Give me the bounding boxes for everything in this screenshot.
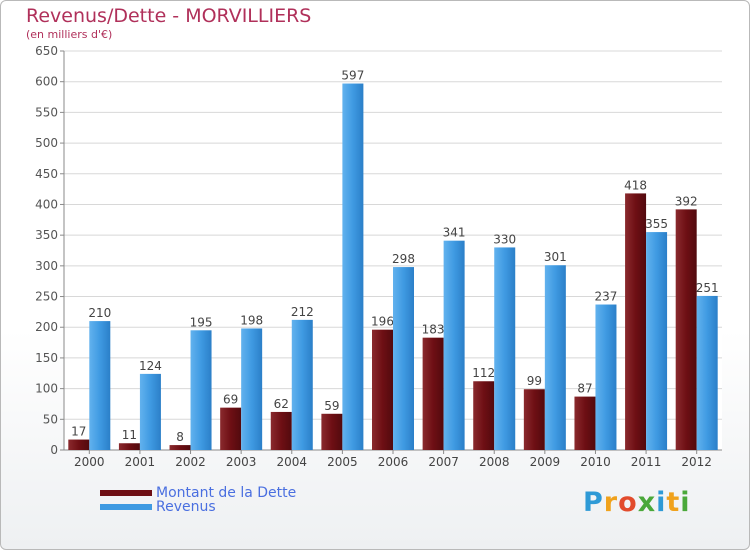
data-label-revenus-2000: 210	[88, 306, 111, 320]
logo-letter-6: i	[680, 487, 691, 518]
y-tick-label: 150	[35, 351, 58, 365]
data-label-revenus-2005: 597	[341, 69, 364, 83]
bar-revenus-2004	[291, 319, 313, 450]
bar-revenus-2002	[190, 330, 212, 450]
logo-letter-0: P	[583, 487, 604, 518]
data-label-revenus-2010: 237	[595, 290, 618, 304]
data-label-revenus-2012: 251	[696, 281, 719, 295]
x-tick-label: 2002	[175, 455, 206, 469]
y-tick-label: 300	[35, 259, 58, 273]
x-tick-label: 2009	[530, 455, 561, 469]
data-label-dette-2008: 112	[472, 366, 495, 380]
data-label-dette-2002: 8	[176, 430, 184, 444]
logo-letter-3: x	[637, 487, 657, 518]
y-tick-label: 500	[35, 136, 58, 150]
data-label-dette-2012: 392	[675, 194, 698, 208]
data-label-dette-2011: 418	[624, 178, 647, 192]
data-label-dette-2009: 99	[527, 374, 542, 388]
data-label-revenus-2002: 195	[190, 315, 213, 329]
bar-revenus-2010	[595, 304, 617, 450]
x-tick-label: 2007	[428, 455, 459, 469]
bar-revenus-2007	[443, 240, 465, 450]
data-label-revenus-2003: 198	[240, 313, 263, 327]
data-label-revenus-2008: 330	[493, 232, 516, 246]
bar-revenus-2006	[393, 267, 414, 450]
legend-label-dette: Montant de la Dette	[156, 485, 297, 501]
data-label-revenus-2001: 124	[139, 359, 162, 373]
data-label-revenus-2011: 355	[645, 217, 668, 231]
x-tick-label: 2005	[327, 455, 358, 469]
data-label-dette-2001: 11	[122, 428, 137, 442]
data-label-revenus-2004: 212	[291, 305, 314, 319]
bar-dette-2008	[473, 381, 495, 450]
legend-swatch-revenus	[100, 504, 152, 510]
y-tick-label: 450	[35, 167, 58, 181]
bar-revenus-2001	[139, 373, 161, 450]
x-tick-label: 2004	[276, 455, 307, 469]
y-tick-label: 100	[35, 382, 58, 396]
bar-dette-2001	[118, 443, 140, 450]
x-tick-label: 2006	[378, 455, 409, 469]
logo-letter-5: t	[666, 487, 681, 518]
logo-letter-2: o	[618, 487, 638, 518]
x-tick-label: 2011	[631, 455, 662, 469]
y-tick-label: 50	[43, 412, 58, 426]
x-tick-label: 2000	[74, 455, 105, 469]
proxiti-logo: Proxiti	[583, 487, 691, 518]
y-tick-label: 650	[35, 44, 58, 58]
y-tick-label: 400	[35, 197, 58, 211]
legend-label-revenus: Revenus	[156, 499, 216, 515]
bar-revenus-2005	[342, 83, 364, 450]
chart-title: Revenus/Dette - MORVILLIERS	[26, 5, 312, 27]
data-label-dette-2000: 17	[71, 425, 86, 439]
bar-revenus-2003	[241, 328, 263, 450]
logo-letter-4: i	[656, 487, 667, 518]
bar-dette-2003	[220, 407, 242, 450]
bar-dette-2002	[169, 445, 191, 450]
data-label-dette-2004: 62	[274, 397, 289, 411]
data-label-dette-2007: 183	[422, 323, 445, 337]
y-tick-label: 250	[35, 290, 58, 304]
bar-dette-2004	[270, 411, 292, 450]
bar-revenus-2012	[696, 295, 718, 450]
bar-revenus-2008	[494, 247, 516, 450]
data-label-dette-2006: 196	[371, 315, 394, 329]
bar-dette-2005	[321, 413, 343, 450]
data-label-dette-2003: 69	[223, 393, 238, 407]
data-label-revenus-2009: 301	[544, 250, 567, 264]
legend-swatch-dette	[100, 490, 152, 496]
data-label-revenus-2007: 341	[443, 226, 466, 240]
bar-dette-2011	[625, 193, 647, 451]
x-tick-label: 2012	[681, 455, 712, 469]
bar-revenus-2011	[646, 232, 668, 450]
bar-dette-2006	[372, 329, 393, 450]
y-tick-label: 550	[35, 105, 58, 119]
bar-dette-2000	[68, 439, 90, 450]
bar-revenus-2000	[89, 321, 111, 450]
data-label-dette-2010: 87	[577, 382, 592, 396]
x-tick-label: 2003	[226, 455, 257, 469]
data-label-revenus-2006: 298	[392, 252, 415, 266]
x-tick-label: 2008	[479, 455, 510, 469]
data-label-dette-2005: 59	[324, 399, 339, 413]
bar-dette-2010	[574, 396, 596, 450]
y-tick-label: 600	[35, 75, 58, 89]
x-tick-label: 2001	[125, 455, 156, 469]
bar-dette-2007	[422, 337, 444, 450]
bar-dette-2012	[675, 209, 697, 450]
y-tick-label: 350	[35, 228, 58, 242]
y-tick-label: 200	[35, 320, 58, 334]
x-tick-label: 2010	[580, 455, 611, 469]
chart-subtitle: (en milliers d'€)	[26, 28, 113, 41]
y-tick-label: 0	[50, 443, 58, 457]
bar-dette-2009	[523, 389, 545, 450]
logo-letter-1: r	[603, 487, 619, 518]
bar-revenus-2009	[544, 265, 566, 450]
